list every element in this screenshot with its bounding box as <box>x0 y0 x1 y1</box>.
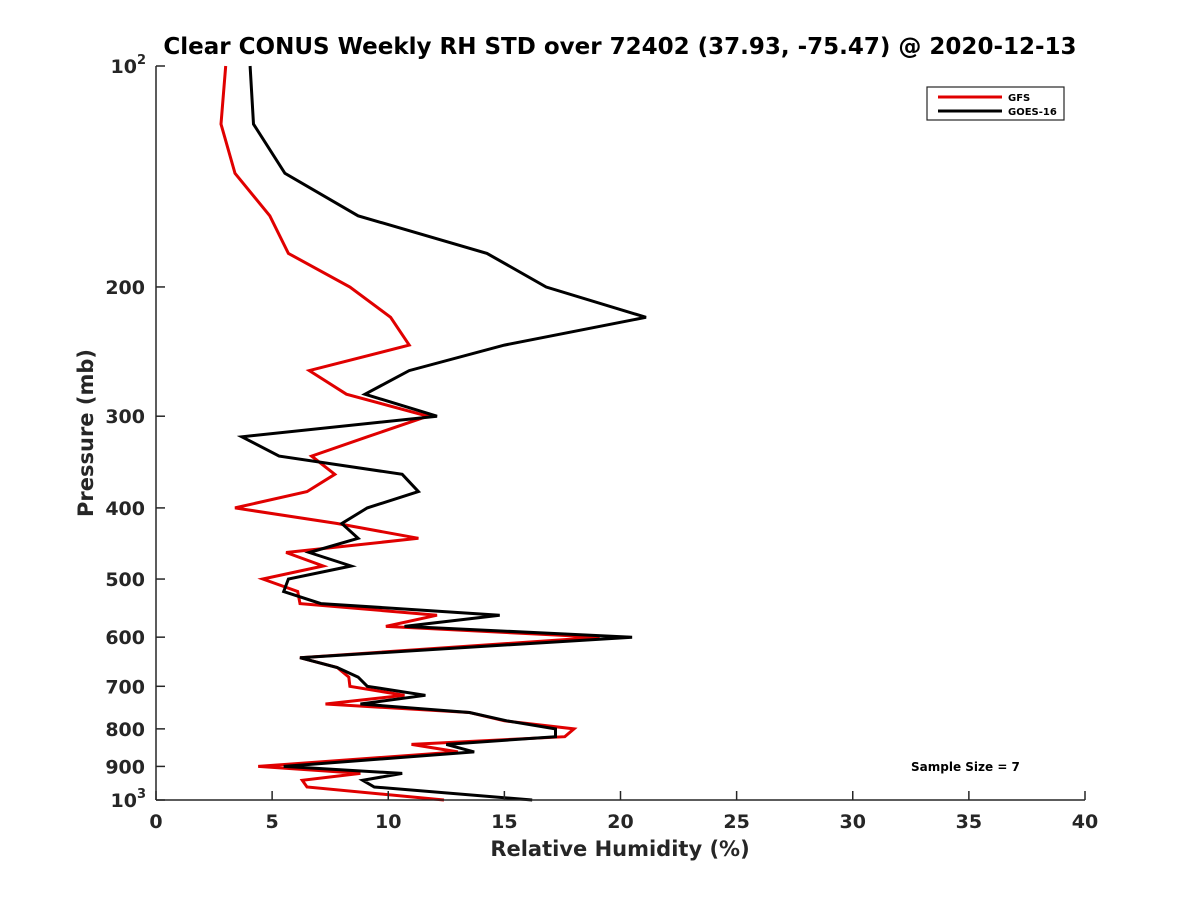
x-tick-label: 15 <box>491 811 517 833</box>
legend-label-gfs: GFS <box>1008 93 1030 104</box>
x-axis-ticks: 0 5 10 15 20 25 30 35 40 <box>149 791 1098 833</box>
y-tick-label: 103 <box>111 787 147 812</box>
x-tick-label: 20 <box>607 811 633 833</box>
x-tick-label: 30 <box>840 811 866 833</box>
y-tick-label: 600 <box>105 627 145 649</box>
y-tick-label: 400 <box>105 498 145 520</box>
series-line-gfs <box>219 65 600 802</box>
x-tick-label: 10 <box>375 811 401 833</box>
x-tick-label: 25 <box>723 811 749 833</box>
series-group <box>219 65 647 802</box>
legend: GFS GOES-16 <box>926 86 1065 121</box>
x-tick-label: 40 <box>1072 811 1098 833</box>
y-tick-label: 900 <box>105 756 145 778</box>
plot-area: 0 5 10 15 20 25 30 35 40 102 200 300 400 500 600 700 80… <box>105 53 1098 833</box>
y-tick-label: 700 <box>105 676 145 698</box>
y-tick-label: 500 <box>105 569 145 591</box>
y-axis-ticks: 102 200 300 400 500 600 700 800 900 103 <box>105 53 165 812</box>
x-tick-label: 0 <box>149 811 162 833</box>
y-tick-label: 200 <box>105 277 145 299</box>
chart-title: Clear CONUS Weekly RH STD over 72402 (37… <box>163 34 1076 60</box>
y-tick-label: 300 <box>105 406 145 428</box>
x-tick-label: 5 <box>266 811 279 833</box>
x-tick-label: 35 <box>956 811 982 833</box>
legend-box <box>926 86 1065 121</box>
y-tick-label: 102 <box>111 53 147 78</box>
sample-size-annotation: Sample Size = 7 <box>911 760 1020 774</box>
x-axis-label: Relative Humidity (%) <box>490 837 749 861</box>
y-tick-label: 800 <box>105 719 145 741</box>
legend-label-goes16: GOES-16 <box>1008 107 1057 118</box>
series-line-goes16 <box>236 65 647 802</box>
y-axis-label: Pressure (mb) <box>74 349 98 517</box>
